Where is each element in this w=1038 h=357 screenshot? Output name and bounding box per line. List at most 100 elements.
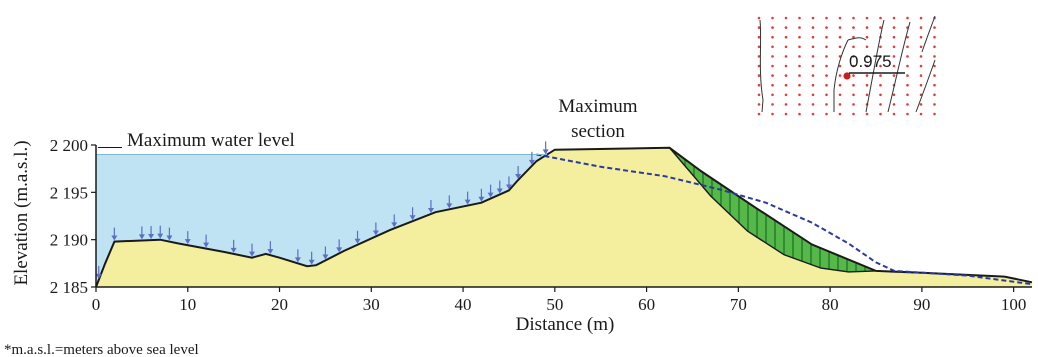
inset-grid-dot bbox=[825, 93, 828, 97]
inset-grid-dot bbox=[811, 26, 815, 29]
inset-grid-dot bbox=[892, 93, 896, 97]
inset-grid-dot bbox=[852, 112, 855, 116]
max-water-level-label: Maximum water level bbox=[127, 130, 295, 151]
inset-grid-dot bbox=[852, 45, 855, 49]
x-tick-label: 70 bbox=[730, 295, 747, 314]
inset-grid-dot bbox=[811, 103, 815, 106]
inset-contour-lines bbox=[759, 15, 936, 113]
inset-grid-dot bbox=[933, 55, 936, 58]
inset-grid-dot bbox=[879, 55, 882, 58]
inset-grid-dot bbox=[906, 103, 909, 106]
inset-grid-dot bbox=[933, 35, 936, 39]
inset-grid-dot bbox=[933, 103, 936, 106]
max-section-label-line2: section bbox=[571, 121, 625, 142]
inset-grid-dot bbox=[906, 55, 909, 58]
down-arrow-icon bbox=[354, 230, 361, 244]
inset-grid-dot bbox=[933, 74, 936, 77]
y-tick-label: 2 185 bbox=[50, 278, 88, 297]
inset-grid-dot bbox=[892, 112, 896, 116]
down-arrow-icon bbox=[111, 227, 118, 241]
inset-grid-dot bbox=[825, 83, 828, 87]
inset-grid-dot bbox=[879, 26, 882, 29]
inset-grid-dot bbox=[933, 26, 936, 29]
inset-grid-dot bbox=[798, 35, 801, 39]
inset-grid-dot bbox=[879, 64, 882, 68]
inset-grid-dot bbox=[825, 55, 828, 58]
inset-grid-dot bbox=[879, 83, 882, 87]
inset-grid-dot bbox=[757, 45, 761, 49]
safety-factor-inset: 0.975 bbox=[757, 15, 936, 116]
inset-contour-line bbox=[847, 37, 867, 41]
inset-grid-dot bbox=[757, 103, 761, 106]
inset-grid-dot bbox=[919, 112, 923, 116]
inset-grid-dot bbox=[892, 64, 896, 68]
down-arrow-icon bbox=[496, 180, 503, 194]
inset-grid-dot bbox=[771, 103, 774, 106]
inset-grid-dot bbox=[798, 112, 801, 116]
inset-grid-dot bbox=[757, 35, 761, 39]
inset-grid-dot bbox=[865, 26, 869, 29]
down-arrow-icon bbox=[157, 225, 164, 239]
inset-grid-dot bbox=[771, 64, 774, 68]
down-arrow-icon bbox=[230, 239, 237, 253]
down-arrow-icon bbox=[515, 166, 522, 180]
down-arrow-icon bbox=[166, 227, 173, 241]
down-arrow-icon bbox=[505, 176, 512, 190]
inset-grid-dot bbox=[865, 55, 869, 58]
inset-grid-dot bbox=[933, 112, 936, 116]
inset-grid-dot bbox=[757, 83, 761, 87]
down-arrow-icon bbox=[249, 243, 255, 257]
inset-grid-dot bbox=[811, 55, 815, 58]
x-tick-label: 90 bbox=[913, 295, 930, 314]
inset-grid-dot bbox=[879, 74, 882, 77]
x-tick-label: 50 bbox=[546, 295, 563, 314]
ground-surface-line bbox=[95, 146, 1033, 288]
down-arrow-icon bbox=[138, 226, 145, 240]
inset-grid-dot bbox=[771, 74, 774, 77]
inset-grid-dot bbox=[798, 93, 801, 97]
inset-grid-dot bbox=[852, 83, 855, 87]
inset-grid-dot bbox=[798, 16, 801, 20]
inset-grid-dot bbox=[798, 103, 801, 106]
x-tick-label: 30 bbox=[363, 295, 380, 314]
inset-grid-dot bbox=[906, 83, 909, 87]
inset-grid-dot bbox=[906, 112, 909, 116]
inset-grid-dot bbox=[892, 35, 896, 39]
y-tick-label: 2 200 bbox=[50, 136, 88, 155]
down-arrow-icon bbox=[148, 226, 155, 240]
inset-grid-dot bbox=[879, 16, 882, 20]
x-tick-label: 60 bbox=[638, 295, 655, 314]
y-tick-label: 2 195 bbox=[50, 183, 88, 202]
inset-grid-dot bbox=[838, 26, 842, 29]
inset-safety-factor-value: 0.975 bbox=[849, 52, 892, 71]
down-arrow-icon bbox=[391, 214, 398, 228]
red-dot-icon bbox=[843, 72, 851, 80]
inset-grid-dot bbox=[892, 45, 896, 49]
inset-grid-dot bbox=[919, 74, 923, 77]
inset-grid-dot bbox=[838, 74, 842, 77]
inset-grid-dot bbox=[933, 64, 936, 68]
seepage-arrows bbox=[95, 141, 549, 279]
down-arrow-icon bbox=[427, 200, 434, 214]
inset-grid-dot bbox=[825, 35, 828, 39]
inset-grid-dot bbox=[852, 74, 855, 77]
inset-grid-dot bbox=[757, 55, 761, 58]
down-arrow-icon bbox=[267, 241, 274, 255]
inset-grid-dot bbox=[771, 35, 774, 39]
down-arrow-icon bbox=[478, 188, 485, 202]
down-arrow-icon bbox=[528, 151, 535, 165]
inset-grid-dot bbox=[811, 16, 815, 20]
down-arrow-icon bbox=[95, 265, 102, 279]
inset-grid-dot bbox=[906, 93, 909, 97]
inset-grid-dot bbox=[865, 83, 869, 87]
inset-grid-dot bbox=[771, 83, 774, 87]
inset-grid-dot bbox=[771, 16, 774, 20]
inset-grid-dot bbox=[771, 26, 774, 29]
down-arrow-icon bbox=[336, 239, 343, 253]
inset-grid-dot bbox=[784, 35, 788, 39]
inset-grid-dot bbox=[865, 16, 869, 20]
inset-contour-line bbox=[865, 19, 885, 113]
down-arrow-icon bbox=[372, 222, 379, 236]
inset-grid-dot bbox=[879, 45, 882, 49]
